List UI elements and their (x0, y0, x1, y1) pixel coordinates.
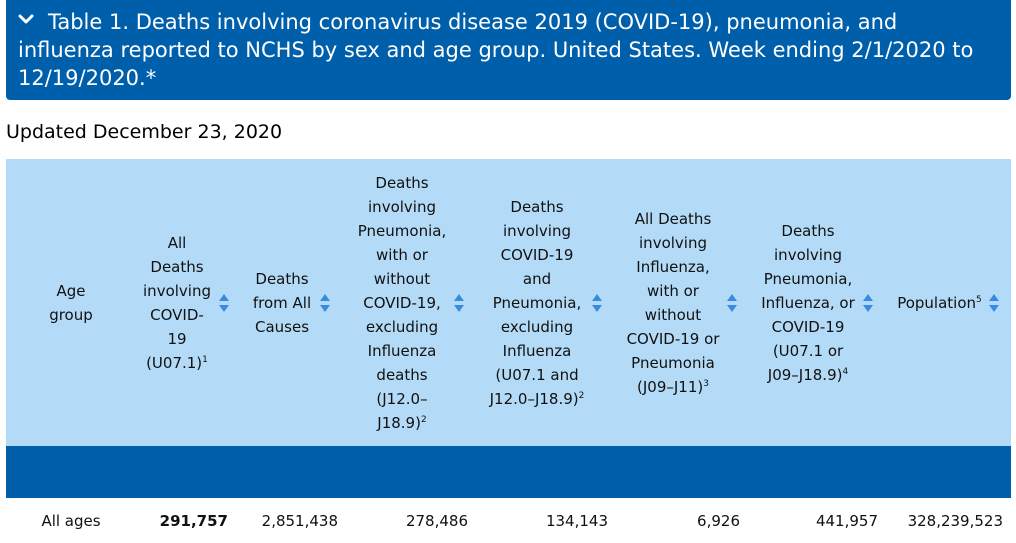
col-header-population[interactable]: Population5 (886, 159, 1011, 446)
deaths-table: Age group All Deaths involving COVID-19 … (6, 159, 1011, 543)
cell-age-group: All ages (41, 511, 101, 530)
col-header-age-group: Age group (6, 159, 136, 446)
col-header-covid-pneumonia[interactable]: Deaths involving COVID-19 and Pneumonia,… (476, 159, 616, 446)
cell-covid: 291,757 (159, 511, 228, 530)
sort-icon[interactable] (862, 293, 874, 313)
updated-date: Updated December 23, 2020 (6, 121, 283, 143)
col-header-covid[interactable]: All Deaths involving COVID-19 (U07.1)1 (136, 159, 236, 446)
sort-icon[interactable] (726, 293, 738, 313)
sort-icon[interactable] (319, 293, 331, 313)
col-header-influenza[interactable]: All Deaths involving Influenza, with or … (616, 159, 748, 446)
col-header-all-causes[interactable]: Deaths from All Causes (236, 159, 346, 446)
col-header-label: Age group (49, 281, 93, 324)
deaths-table-wrapper: Age group All Deaths involving COVID-19 … (6, 159, 1011, 543)
sort-icon[interactable] (453, 293, 465, 313)
col-header-label: Population5 (897, 293, 982, 312)
cell-all-causes: 2,851,438 (261, 511, 338, 530)
cell-covid-pneumonia: 134,143 (545, 511, 608, 530)
sort-icon[interactable] (218, 293, 230, 313)
header-band-cell (6, 446, 1011, 498)
cell-pneumonia: 278,486 (405, 511, 468, 530)
col-header-pic[interactable]: Deaths involving Pneumonia, Influenza, o… (748, 159, 886, 446)
col-header-label: Deaths involving COVID-19 and Pneumonia,… (489, 197, 585, 408)
table-header-band (6, 446, 1011, 498)
table-header-row: Age group All Deaths involving COVID-19 … (6, 159, 1011, 446)
col-header-label: Deaths involving Pneumonia, with or with… (357, 173, 447, 432)
cell-pic: 441,957 (815, 511, 878, 530)
col-header-label: Deaths from All Causes (252, 269, 312, 336)
col-header-label: All Deaths involving COVID-19 (U07.1)1 (143, 233, 211, 372)
col-header-label: Deaths involving Pneumonia, Influenza, o… (761, 221, 855, 384)
table-title-text: Table 1. Deaths involving coronavirus di… (18, 10, 974, 90)
table-row: All ages 291,757 2,851,438 278,486 134,1… (6, 498, 1011, 543)
cell-population: 328,239,523 (907, 511, 1003, 530)
table-title: Table 1. Deaths involving coronavirus di… (18, 8, 997, 92)
sort-icon[interactable] (591, 293, 603, 313)
col-header-pneumonia[interactable]: Deaths involving Pneumonia, with or with… (346, 159, 476, 446)
col-header-label: All Deaths involving Influenza, with or … (626, 209, 720, 396)
table-title-banner[interactable]: Table 1. Deaths involving coronavirus di… (6, 0, 1011, 100)
sort-icon[interactable] (988, 293, 1000, 313)
cell-influenza: 6,926 (697, 511, 740, 530)
chevron-down-icon[interactable] (18, 11, 34, 27)
